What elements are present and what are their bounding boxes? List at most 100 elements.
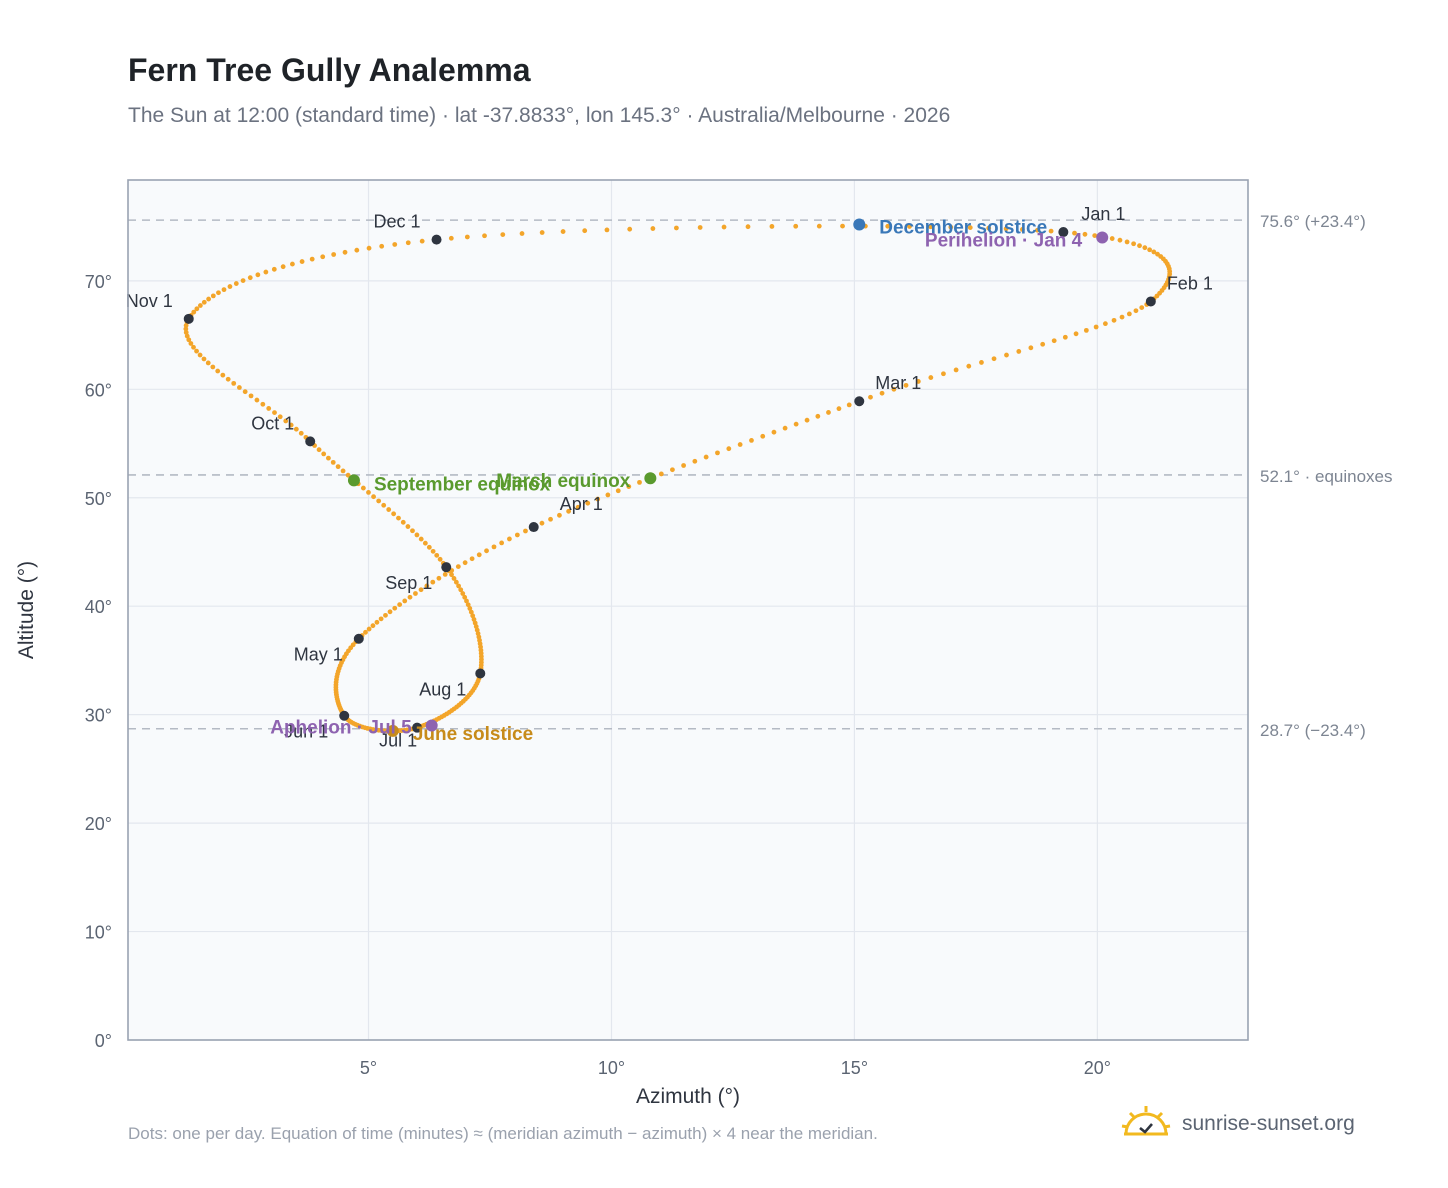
daily-sun-dot (436, 575, 442, 581)
daily-sun-dot (363, 629, 368, 635)
daily-sun-dot (370, 623, 376, 629)
daily-sun-dot (484, 548, 489, 554)
month-marker (1058, 227, 1069, 238)
reference-lines: 75.6° (+23.4°) 52.1° · equinoxes 28.7° (−2… (128, 212, 1393, 740)
daily-sun-dot (254, 397, 260, 403)
event-marker (644, 472, 657, 485)
daily-sun-dot (460, 591, 466, 596)
event-marker (386, 724, 399, 737)
x-tick-label: 20° (1084, 1058, 1111, 1078)
daily-sun-dot (462, 560, 468, 566)
y-tick-label: 30° (85, 706, 112, 726)
daily-sun-dot (422, 540, 428, 546)
daily-sun-dot (514, 532, 520, 538)
daily-sun-dot (868, 394, 873, 400)
daily-sun-dot (915, 379, 921, 384)
daily-sun-dot (1133, 308, 1139, 314)
event-label: Aphelion · Jul 5 (270, 717, 412, 738)
daily-sun-dot (442, 571, 448, 577)
daily-sun-dot (836, 406, 842, 412)
daily-sun-dot (907, 224, 912, 229)
daily-sun-dot (396, 515, 401, 521)
daily-sun-dot (413, 591, 418, 596)
daily-sun-dot (471, 616, 477, 622)
daily-sun-dot (366, 626, 372, 632)
daily-sun-dot (499, 540, 505, 546)
daily-sun-dot (891, 386, 897, 392)
daily-sun-dot (263, 269, 269, 275)
daily-sun-dot (548, 516, 553, 522)
daily-sun-dot (782, 425, 788, 431)
daily-sun-dot (215, 368, 221, 374)
daily-sun-dot (201, 356, 207, 362)
daily-sun-dot (692, 458, 698, 464)
daily-sun-dot (400, 519, 406, 525)
brand[interactable]: sunrise-sunset.org (1120, 1104, 1355, 1144)
daily-sun-dot (523, 528, 528, 534)
daily-sun-dot (316, 447, 322, 453)
daily-sun-dot (941, 371, 946, 377)
month-label: Jun 1 (284, 722, 328, 742)
daily-sun-dot (979, 360, 984, 365)
month-label: Sep 1 (385, 573, 432, 593)
daily-sun-dot (627, 226, 633, 232)
daily-sun-dot (402, 598, 408, 604)
daily-sun-dot (271, 266, 277, 272)
daily-sun-dot (1028, 345, 1034, 351)
daily-sun-dot (410, 528, 415, 534)
daily-sun-dot (225, 376, 231, 382)
daily-sun-dot (637, 479, 642, 485)
daily-sun-dot (879, 390, 885, 396)
daily-sun-dot (697, 225, 703, 230)
daily-sun-dot (476, 552, 482, 558)
daily-sun-dot (953, 367, 959, 373)
daily-sun-dot (194, 348, 199, 354)
daily-sun-dot (1048, 228, 1054, 234)
daily-sun-dot (948, 224, 954, 230)
y-tick-label: 60° (85, 380, 112, 400)
daily-sun-dot (201, 299, 207, 305)
daily-sun-dot (846, 402, 852, 408)
daily-sun-dot (1137, 243, 1142, 249)
daily-sun-dot (650, 226, 656, 231)
daily-sun-dot (500, 232, 506, 238)
daily-sun-dot (468, 609, 474, 615)
page-title: Fern Tree Gully Analemma (128, 52, 531, 88)
brand-name[interactable]: sunrise-sunset.org (1182, 1112, 1355, 1135)
month-label: Apr 1 (560, 494, 603, 514)
y-axis-label: Altitude (°) (15, 561, 38, 659)
month-label: Mar 1 (875, 373, 921, 393)
daily-sun-dot (424, 583, 430, 589)
daily-sun-dot (210, 364, 216, 370)
daily-sun-dot (240, 278, 246, 283)
daily-sun-dot (426, 544, 432, 550)
daily-sun-dot (967, 225, 973, 230)
daily-sun-dot (566, 508, 572, 514)
daily-sun-dot (760, 433, 766, 439)
daily-sun-dot (391, 511, 397, 517)
daily-sun-dot (1126, 311, 1132, 317)
daily-sun-dot (1124, 239, 1130, 245)
y-tick-label: 0° (95, 1031, 112, 1051)
daily-sun-dot (448, 235, 454, 241)
daily-sun-dot (335, 464, 341, 470)
daily-sun-dot (354, 247, 360, 253)
footnote: Dots: one per day. Equation of time (min… (128, 1124, 878, 1143)
daily-sun-dot (749, 437, 754, 443)
y-tick-label: 70° (85, 272, 112, 292)
daily-sun-dot (519, 231, 525, 236)
daily-sun-dot (585, 500, 591, 506)
daily-sun-dot (793, 421, 799, 427)
daily-sun-dot (1083, 327, 1089, 333)
daily-sun-dot (331, 252, 337, 257)
event-marker (425, 719, 438, 732)
daily-sun-dot (1072, 230, 1077, 236)
month-label: Jul 1 (379, 731, 417, 751)
daily-sun-dot (626, 484, 632, 489)
daily-sun-dot (255, 272, 261, 278)
daily-sun-dot (604, 227, 610, 233)
daily-sun-dot (379, 243, 385, 249)
daily-sun-dot (191, 309, 197, 315)
daily-sun-dot (1109, 236, 1115, 241)
